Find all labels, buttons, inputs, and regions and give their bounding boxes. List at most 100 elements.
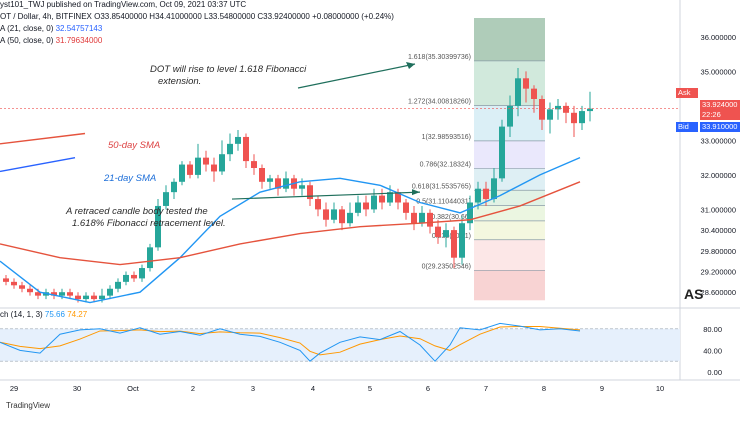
sma21-value: 32.54757143 — [55, 24, 103, 33]
time-tick-label: 10 — [656, 384, 664, 393]
candle-body — [267, 178, 273, 182]
symbol-name: OT / Dollar, 4h, BITFINEX — [0, 12, 92, 21]
stoch-tick-label: 0.00 — [707, 368, 722, 377]
bid-tag: Bid — [676, 122, 698, 132]
candle-body — [499, 126, 505, 179]
price-tick-label: 28.600000 — [701, 288, 736, 297]
candle-body — [227, 143, 233, 155]
sma50-annotation: 50-day SMA — [108, 140, 161, 151]
rise-text-1: DOT will rise to level 1.618 Fibonacci — [150, 64, 307, 75]
candle-body — [523, 78, 529, 89]
candle-body — [283, 178, 289, 189]
candle-body — [131, 274, 137, 279]
candle-body — [491, 178, 497, 200]
watermark-text: AS — [684, 286, 704, 302]
sma21-legend: A (21, close, 0) 32.54757143 — [0, 24, 102, 34]
candle-body — [371, 195, 377, 210]
candle-body — [563, 105, 569, 113]
candle-body — [475, 188, 481, 203]
sma50-line — [0, 181, 581, 266]
candle-body — [459, 223, 465, 258]
fib-level-label: 1.618(35.30399736) — [408, 54, 471, 61]
sma21-annotation: 21-day SMA — [104, 173, 157, 184]
ohlc-values: O33.85400000 H34.41000000 L33.54800000 C… — [94, 12, 394, 21]
candle-body — [403, 202, 409, 213]
price-tick-label: 32.000000 — [701, 171, 736, 180]
candle-body — [363, 202, 369, 210]
candle-body — [579, 111, 585, 124]
fib-zone-top — [474, 18, 545, 61]
fib-zone — [474, 239, 545, 271]
candle-body — [483, 188, 489, 200]
retrace-arrow — [231, 191, 421, 200]
fib-zone — [474, 168, 545, 191]
sma50-legend: A (50, close, 0) 31.79634000 — [0, 36, 102, 46]
price-tick-label: 30.400000 — [701, 226, 736, 235]
time-tick-label: 30 — [73, 384, 81, 393]
fib-zone — [474, 220, 545, 240]
candle-body — [507, 105, 513, 127]
candle-body — [331, 209, 337, 220]
rise-arrow — [297, 63, 416, 89]
candle-body — [539, 99, 545, 120]
candle-body — [411, 212, 417, 224]
fib-level-label: 0.618(31.5535765) — [412, 183, 471, 190]
candle-body — [435, 226, 441, 237]
fib-level-label: 0.382(30.66) — [431, 214, 471, 221]
candle-body — [427, 212, 433, 227]
candle-body — [555, 105, 561, 110]
candle-body — [35, 292, 41, 296]
stoch-tick-label: 40.00 — [703, 346, 722, 355]
candle-body — [395, 192, 401, 203]
footer-brand: TradingView — [6, 401, 51, 410]
candle-body — [355, 202, 361, 213]
candle-body — [467, 202, 473, 224]
candle-body — [347, 212, 353, 224]
fib-zone — [474, 205, 545, 221]
candle-body — [75, 295, 81, 300]
candle-body — [275, 178, 281, 189]
candle-body — [139, 268, 145, 279]
candle-body — [451, 230, 457, 258]
candle-body — [27, 288, 33, 293]
sma50-pointer — [0, 132, 86, 145]
candle-body — [195, 157, 201, 175]
fib-level-label: 0.5(31.11044031) — [416, 199, 471, 206]
stoch-k-line — [0, 322, 581, 362]
time-tick-label: 5 — [368, 384, 372, 393]
sma21-label: A (21, close, 0) — [0, 24, 54, 33]
stoch-d-value: 74.27 — [67, 310, 88, 319]
candle-body — [219, 154, 225, 172]
candle-body — [259, 168, 265, 182]
time-tick-label: 9 — [600, 384, 604, 393]
candle-body — [443, 230, 449, 237]
candle-body — [163, 192, 169, 206]
candle-body — [387, 192, 393, 203]
price-tick-label: 36.000000 — [701, 33, 736, 42]
candle-body — [123, 274, 129, 282]
retrace-arrowhead — [412, 189, 420, 196]
time-tick-label: 29 — [10, 384, 18, 393]
candle-body — [299, 185, 305, 189]
candle-body — [99, 295, 105, 300]
candle-body — [203, 157, 209, 165]
candle-body — [419, 212, 425, 224]
stoch-band — [0, 328, 680, 362]
sma21-line — [0, 157, 581, 304]
retrace-text-2: 1.618% Fibonacci retracement level. — [72, 218, 226, 229]
candle-body — [187, 164, 193, 175]
fib-level-label: 0(29.23502546) — [422, 263, 471, 270]
rise-annotation: DOT will rise to level 1.618 Fibonacci e… — [150, 64, 306, 88]
bid-price-tag: 33.910000 — [700, 122, 740, 132]
time-tick-label: 2 — [191, 384, 195, 393]
time-tick-label: 7 — [484, 384, 488, 393]
retrace-annotation: A retraced candle body tested the 1.618%… — [66, 206, 226, 230]
price-tick-label: 35.000000 — [701, 67, 736, 76]
fib-level-label: 1(32.98593516) — [422, 134, 471, 141]
candle-body — [323, 209, 329, 220]
stoch-d-line — [0, 325, 581, 356]
candle-body — [179, 164, 185, 182]
price-tick-label: 29.800000 — [701, 247, 736, 256]
